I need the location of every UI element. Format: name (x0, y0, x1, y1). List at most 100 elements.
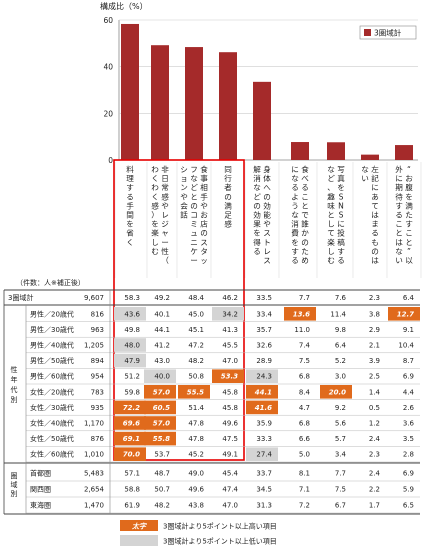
table-cell: 45.4 (222, 470, 238, 478)
table-cell: 53.7 (154, 451, 170, 459)
category-label-char: こ (405, 229, 413, 238)
table-cell: 2.6 (403, 404, 415, 412)
table-cell: 9.1 (403, 326, 414, 334)
category-label-char: ッ (200, 256, 208, 265)
category-label-char: （ (161, 256, 169, 265)
row-label: 男性／50歳代 (30, 356, 74, 365)
bar (121, 23, 139, 160)
table-cell: 34.5 (256, 486, 272, 494)
category-label-char: へ (263, 183, 271, 192)
legend: 3圏域計 (359, 25, 417, 40)
table-cell: 41.6 (255, 404, 272, 412)
table-cell: 47.4 (222, 486, 238, 494)
category-label-char: や (263, 220, 271, 229)
category-label-char: 左 (371, 164, 379, 174)
table-cell: 50.8 (188, 373, 204, 381)
category-label-char: レ (263, 247, 271, 256)
row-label: 女性／50歳代 (30, 434, 74, 443)
bar (361, 154, 379, 160)
table-cell: 4.7 (299, 404, 310, 412)
category-label-char: や (180, 192, 188, 201)
category-label-char: す (395, 201, 403, 210)
table-cell: 47.5 (222, 435, 238, 443)
category-label-char: 楽 (327, 237, 335, 247)
category-label-char: 日 (161, 174, 169, 183)
row-label: 男性／60歳代 (30, 372, 74, 381)
cell-high-bg (114, 416, 146, 430)
table-cell: 3.9 (369, 357, 380, 365)
category-label-char: る (126, 192, 134, 201)
row-label: 関西圏 (30, 486, 51, 494)
category-label-char: 行 (224, 173, 232, 183)
row-label: 東海圏 (30, 501, 51, 510)
category-label-char: ュ (190, 229, 198, 238)
table-cell: 49.8 (124, 326, 140, 334)
table-cell: 50.7 (154, 486, 170, 494)
table-cell: 45.2 (188, 451, 204, 459)
table-cell: 72.2 (123, 404, 140, 412)
table-cell: 3.4 (335, 451, 347, 459)
group-label-char: 性 (11, 365, 18, 374)
table-cell: 2.2 (369, 486, 380, 494)
table-cell: 47.9 (124, 357, 140, 365)
category-label-char: 記 (371, 173, 379, 183)
table-cell: 48.2 (154, 502, 170, 510)
table-cell: 55.5 (187, 388, 204, 396)
category-label-char: ー (190, 256, 198, 265)
category-label-char: る (253, 247, 261, 256)
table-cell: 43.0 (154, 357, 170, 365)
table-cell: 33.7 (256, 470, 272, 478)
table-cell: 8.7 (403, 357, 414, 365)
table-cell: 7.6 (335, 294, 347, 302)
category-label-char: の (371, 247, 379, 256)
row-count: 5,483 (84, 470, 104, 478)
table-cell: 1.2 (369, 420, 380, 428)
category-label-char: 食 (301, 164, 309, 174)
table-cell: 45.1 (188, 326, 204, 334)
y-tick-label: 20 (103, 109, 113, 118)
table-cell: 2.4 (369, 470, 381, 478)
table-cell: 34.2 (222, 310, 238, 318)
category-label-char: む (327, 256, 335, 265)
category-label-char: こ (395, 220, 403, 229)
category-label-char: 会 (180, 200, 188, 210)
category-label-char: を (151, 220, 159, 229)
table-cell: 2.3 (369, 451, 380, 459)
legend-swatch (364, 29, 371, 36)
table-cell: 33.3 (256, 435, 272, 443)
cell-low-bg (246, 369, 278, 383)
row-label: 男性／40歳代 (30, 341, 74, 350)
category-label-char: な (361, 165, 369, 174)
group-label-char: 域 (11, 480, 18, 489)
row-count: 894 (91, 357, 105, 365)
table-cell: 3.8 (369, 310, 380, 318)
legend-box (359, 25, 417, 40)
bar (327, 142, 345, 160)
category-label-char: 、 (327, 183, 335, 192)
table-cell: 11.0 (294, 326, 310, 334)
category-label-char: 間 (126, 211, 134, 220)
table-cell: 24.3 (256, 373, 272, 381)
category-label-char: を (337, 183, 345, 192)
category-label-char: ど (190, 183, 198, 192)
category-label-char: タ (200, 247, 208, 256)
category-label-char: る (395, 211, 403, 220)
legend-label: 3圏域計 (374, 28, 402, 38)
category-label-char: い (395, 256, 403, 265)
category-label-char: ジ (161, 220, 169, 229)
bar (185, 47, 203, 160)
table-cell: 53.3 (221, 373, 238, 381)
category-label-char: ど (253, 192, 261, 201)
table-cell: 7.5 (299, 357, 310, 365)
table-cell: 5.6 (335, 420, 347, 428)
row-count: 1,010 (84, 451, 104, 459)
category-label-char: に (291, 165, 299, 174)
table-cell: 6.4 (403, 294, 415, 302)
category-label-char: を (126, 220, 134, 229)
table-cell: 69.1 (123, 435, 140, 443)
table-cell: 1.7 (369, 502, 380, 510)
table-cell: 35.9 (256, 420, 272, 428)
category-label-char: レ (161, 211, 169, 220)
category-label-char: の (263, 192, 271, 201)
